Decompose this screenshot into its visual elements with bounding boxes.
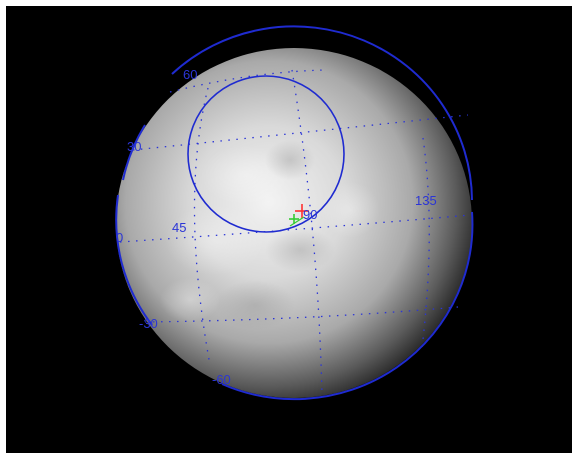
limb-outline <box>115 25 474 401</box>
latitude-grid <box>119 69 471 323</box>
label-lon-90: 90 <box>303 207 317 222</box>
feature-circle <box>187 75 345 233</box>
latitude-line-60 <box>169 69 326 93</box>
red-cross-marker <box>295 204 309 218</box>
green-tick-mark <box>289 216 305 227</box>
surface-texture <box>160 140 380 330</box>
image-panel: 60 30 45 90 135 0 -30 -60 <box>6 6 572 453</box>
label-lat-0-left: 0 <box>116 230 123 245</box>
label-lat-minus-30: -30 <box>139 316 158 331</box>
label-lat-minus-60: -60 <box>212 372 231 387</box>
label-lat-60-top: 60 <box>183 67 197 82</box>
planet-view: 60 30 45 90 135 0 -30 -60 <box>115 25 474 401</box>
label-lon-45: 45 <box>172 220 186 235</box>
label-lat-30-left: 30 <box>127 139 141 154</box>
latitude-line-minus-30 <box>144 306 459 323</box>
green-cross-marker <box>289 214 299 224</box>
label-lon-135: 135 <box>415 193 437 208</box>
